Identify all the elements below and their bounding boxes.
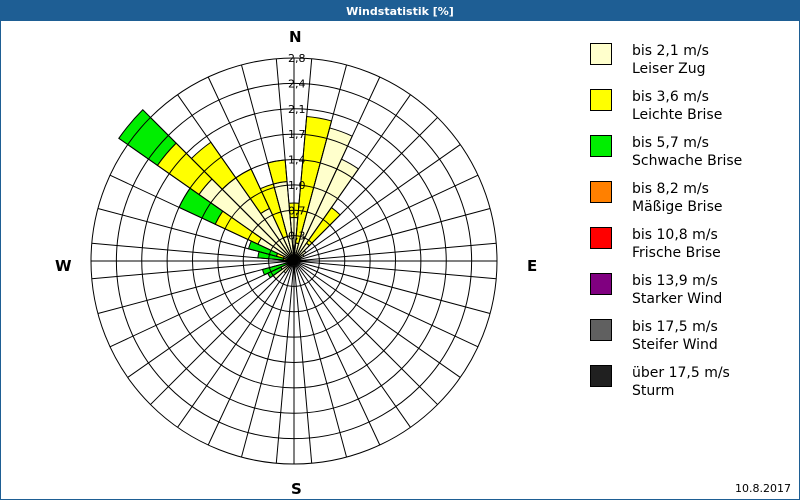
compass-west-label: W xyxy=(55,257,72,275)
legend-description: Frische Brise xyxy=(632,245,721,261)
legend-label: bis 17,5 m/s Steifer Wind xyxy=(632,318,718,354)
legend-swatch xyxy=(590,43,612,65)
legend-speed: bis 17,5 m/s xyxy=(632,319,718,335)
radial-tick-label: 2,4 xyxy=(288,77,306,90)
compass-south-label: S xyxy=(291,480,302,498)
legend-label: über 17,5 m/s Sturm xyxy=(632,364,730,400)
legend-speed: bis 13,9 m/s xyxy=(632,273,718,289)
legend-speed: bis 3,6 m/s xyxy=(632,89,709,105)
legend-label: bis 3,6 m/s Leichte Brise xyxy=(632,88,722,124)
legend-label: bis 8,2 m/s Mäßige Brise xyxy=(632,180,722,216)
compass-east-label: E xyxy=(527,257,538,275)
radial-tick-label: 1,0 xyxy=(288,179,306,192)
legend-swatch xyxy=(590,365,612,387)
radial-tick-label: 2,8 xyxy=(288,52,306,65)
legend-swatch xyxy=(590,319,612,341)
wind-rose-chart: 0,3 0,7 1,0 1,4 1,7 2,1 2,4 2,8 xyxy=(90,52,498,465)
radial-tick-label: 0,3 xyxy=(288,230,306,243)
radial-tick-label: 2,1 xyxy=(288,103,306,116)
legend-description: Mäßige Brise xyxy=(632,199,723,215)
legend-swatch xyxy=(590,181,612,203)
legend-description: Sturm xyxy=(632,383,675,399)
legend-label: bis 2,1 m/s Leiser Zug xyxy=(632,42,709,78)
legend-speed: bis 5,7 m/s xyxy=(632,135,709,151)
window-title: Windstatistik [%] xyxy=(1,1,799,21)
legend-speed: bis 2,1 m/s xyxy=(632,43,709,59)
legend-speed: bis 8,2 m/s xyxy=(632,181,709,197)
legend-swatch xyxy=(590,89,612,111)
legend-label: bis 13,9 m/s Starker Wind xyxy=(632,272,722,308)
legend-speed: über 17,5 m/s xyxy=(632,365,730,381)
legend-description: Schwache Brise xyxy=(632,153,743,169)
legend-description: Steifer Wind xyxy=(632,337,718,353)
compass-north-label: N xyxy=(289,28,302,46)
radial-tick-label: 1,7 xyxy=(288,128,306,141)
legend-label: bis 5,7 m/s Schwache Brise xyxy=(632,134,742,170)
radial-tick-label: 0,7 xyxy=(288,204,306,217)
legend-swatch xyxy=(590,273,612,295)
legend-label: bis 10,8 m/s Frische Brise xyxy=(632,226,721,262)
legend-description: Leichte Brise xyxy=(632,107,723,123)
legend-speed: bis 10,8 m/s xyxy=(632,227,718,243)
legend-swatch xyxy=(590,135,612,157)
legend-description: Leiser Zug xyxy=(632,61,706,77)
radial-tick-label: 1,4 xyxy=(288,154,306,167)
legend-description: Starker Wind xyxy=(632,291,723,307)
date-label: 10.8.2017 xyxy=(735,482,791,495)
legend-swatch xyxy=(590,227,612,249)
